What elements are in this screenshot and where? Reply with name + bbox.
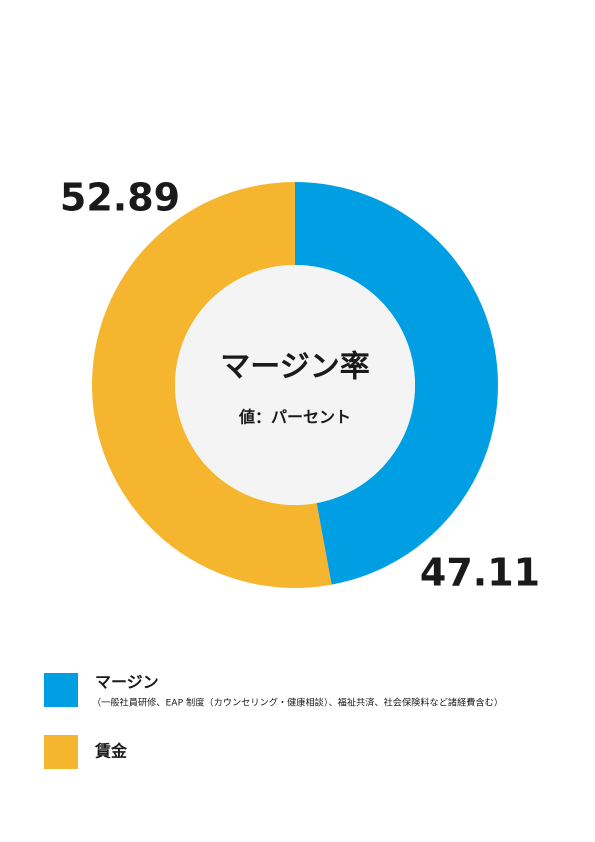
data-label: 52.89 bbox=[60, 176, 180, 220]
legend-label: マージン bbox=[95, 673, 159, 692]
legend-label: 賃金 bbox=[94, 742, 128, 761]
slice bbox=[92, 182, 332, 588]
chart-title: マージン率 bbox=[220, 350, 369, 385]
slice bbox=[295, 182, 499, 585]
legend-note: （一般社員研修、EAP 制度（カウンセリング・健康相談）、福祉共済、社会保険料な… bbox=[92, 697, 503, 709]
data-label: 47.11 bbox=[420, 551, 540, 595]
donut-center bbox=[175, 265, 415, 505]
legend-swatch bbox=[44, 673, 78, 707]
chart-subtitle: 値：パーセント bbox=[238, 408, 351, 427]
legend-swatch bbox=[44, 735, 78, 769]
